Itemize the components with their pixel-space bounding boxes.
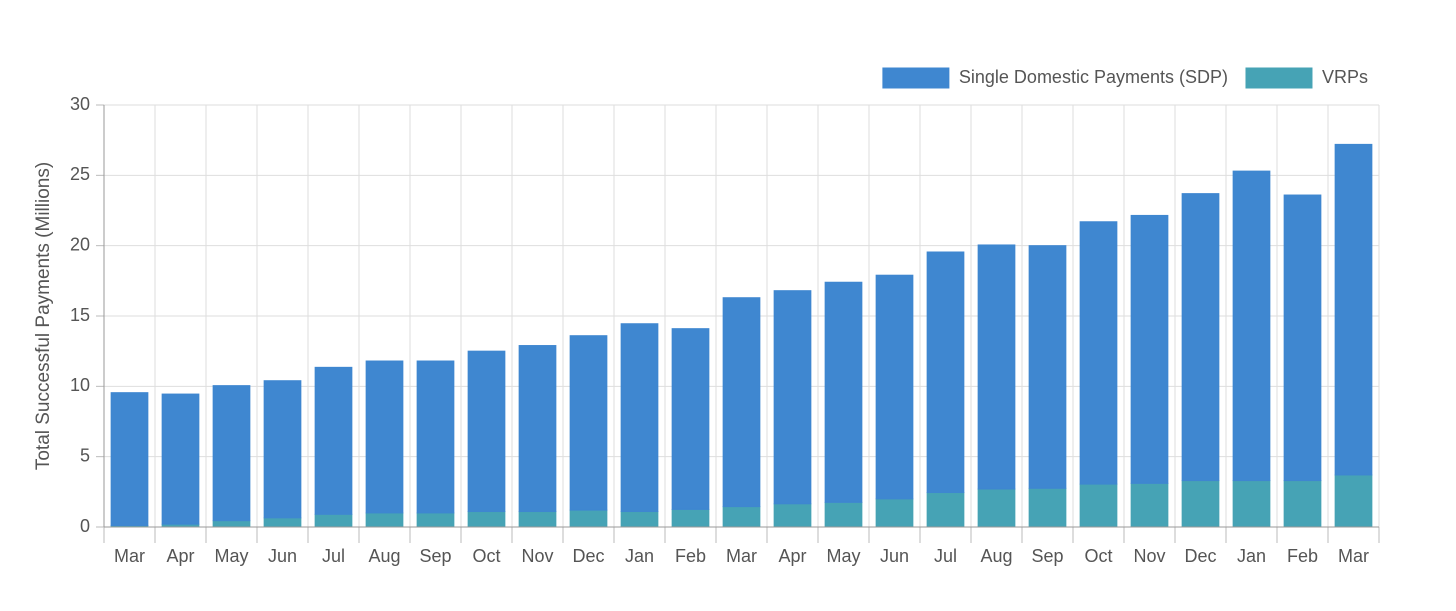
legend[interactable]: Single Domestic Payments (SDP) VRPs (882, 67, 1368, 89)
bars (110, 143, 1373, 528)
bar-single-domestic-payments-sdp[interactable] (365, 360, 404, 514)
bar-single-domestic-payments-sdp[interactable] (1130, 214, 1169, 484)
bar-vrps[interactable] (212, 520, 251, 528)
y-tick-label: 30 (70, 94, 90, 114)
x-tick-label: Feb (675, 546, 706, 566)
x-tick-label: Apr (166, 546, 194, 566)
x-tick-label: Dec (572, 546, 604, 566)
y-tick-label: 0 (80, 516, 90, 536)
bar-single-domestic-payments-sdp[interactable] (1079, 221, 1118, 485)
bar-single-domestic-payments-sdp[interactable] (467, 350, 506, 513)
bar-single-domestic-payments-sdp[interactable] (773, 290, 812, 505)
bar-vrps[interactable] (1028, 487, 1067, 528)
x-tick-label: Jun (880, 546, 909, 566)
bar-single-domestic-payments-sdp[interactable] (518, 345, 557, 513)
bar-single-domestic-payments-sdp[interactable] (824, 281, 863, 503)
x-tick-label: Mar (726, 546, 757, 566)
x-tick-label: Mar (1338, 546, 1369, 566)
legend-swatch[interactable] (1245, 67, 1313, 89)
bar-vrps[interactable] (518, 511, 557, 528)
bar-vrps[interactable] (1181, 480, 1220, 528)
grid (103, 104, 1380, 528)
x-tick-label: Feb (1287, 546, 1318, 566)
bar-vrps[interactable] (263, 517, 302, 528)
x-tick-label: Nov (1133, 546, 1165, 566)
bar-single-domestic-payments-sdp[interactable] (926, 251, 965, 494)
x-tick-label: Sep (419, 546, 451, 566)
bar-single-domestic-payments-sdp[interactable] (212, 385, 251, 522)
x-tick-label: Jul (322, 546, 345, 566)
y-tick-label: 15 (70, 305, 90, 325)
x-tick-label: Jun (268, 546, 297, 566)
bar-single-domestic-payments-sdp[interactable] (110, 392, 149, 527)
bar-single-domestic-payments-sdp[interactable] (569, 335, 608, 511)
bar-single-domestic-payments-sdp[interactable] (1334, 143, 1373, 476)
bar-single-domestic-payments-sdp[interactable] (671, 328, 710, 510)
x-tick-label: Nov (521, 546, 553, 566)
x-tick-label: Sep (1031, 546, 1063, 566)
bar-vrps[interactable] (365, 512, 404, 528)
y-tick-label: 25 (70, 164, 90, 184)
x-tick-label: Aug (980, 546, 1012, 566)
bar-single-domestic-payments-sdp[interactable] (1181, 193, 1220, 482)
bar-single-domestic-payments-sdp[interactable] (1028, 245, 1067, 489)
legend-swatch[interactable] (882, 67, 950, 89)
bar-single-domestic-payments-sdp[interactable] (161, 393, 200, 525)
bar-vrps[interactable] (722, 506, 761, 528)
x-tick-label: Apr (778, 546, 806, 566)
bar-vrps[interactable] (467, 511, 506, 528)
bar-vrps[interactable] (1232, 480, 1271, 528)
bar-single-domestic-payments-sdp[interactable] (314, 366, 353, 515)
bar-vrps[interactable] (1334, 474, 1373, 528)
bar-vrps[interactable] (314, 513, 353, 528)
legend-label[interactable]: VRPs (1322, 67, 1368, 87)
x-tick-label: Aug (368, 546, 400, 566)
legend-label[interactable]: Single Domestic Payments (SDP) (959, 67, 1228, 87)
x-tick-label: Mar (114, 546, 145, 566)
axes: 0 5 10 15 20 25 30 Mar Apr May Jun Jul Aug Sep Oct Nov D… (70, 94, 1380, 566)
x-tick-label: Oct (472, 546, 500, 566)
x-tick-label: Jul (934, 546, 957, 566)
bar-vrps[interactable] (926, 492, 965, 528)
bar-vrps[interactable] (620, 511, 659, 528)
y-axis-title: Total Successful Payments (Millions) (33, 162, 54, 470)
y-tick-label: 5 (80, 445, 90, 465)
bar-vrps[interactable] (569, 509, 608, 528)
y-tick-label: 10 (70, 375, 90, 395)
bar-vrps[interactable] (671, 508, 710, 528)
x-tick-label: May (826, 546, 860, 566)
bar-single-domestic-payments-sdp[interactable] (620, 323, 659, 513)
bar-vrps[interactable] (875, 498, 914, 528)
bar-vrps[interactable] (1079, 483, 1118, 528)
bar-single-domestic-payments-sdp[interactable] (977, 244, 1016, 490)
bar-single-domestic-payments-sdp[interactable] (1232, 170, 1271, 482)
y-tick-label: 20 (70, 234, 90, 254)
bar-single-domestic-payments-sdp[interactable] (722, 297, 761, 508)
bar-single-domestic-payments-sdp[interactable] (875, 274, 914, 500)
bar-vrps[interactable] (1130, 482, 1169, 528)
bar-single-domestic-payments-sdp[interactable] (1283, 194, 1322, 482)
x-tick-label: Jan (1237, 546, 1266, 566)
bar-vrps[interactable] (1283, 480, 1322, 528)
bar-vrps[interactable] (416, 512, 455, 528)
bar-vrps[interactable] (773, 503, 812, 528)
x-tick-label: May (214, 546, 248, 566)
bar-single-domestic-payments-sdp[interactable] (263, 380, 302, 519)
bar-vrps[interactable] (824, 501, 863, 528)
bar-single-domestic-payments-sdp[interactable] (416, 360, 455, 514)
x-tick-label: Jan (625, 546, 654, 566)
bar-vrps[interactable] (977, 488, 1016, 528)
x-tick-label: Oct (1084, 546, 1112, 566)
x-tick-label: Dec (1184, 546, 1216, 566)
